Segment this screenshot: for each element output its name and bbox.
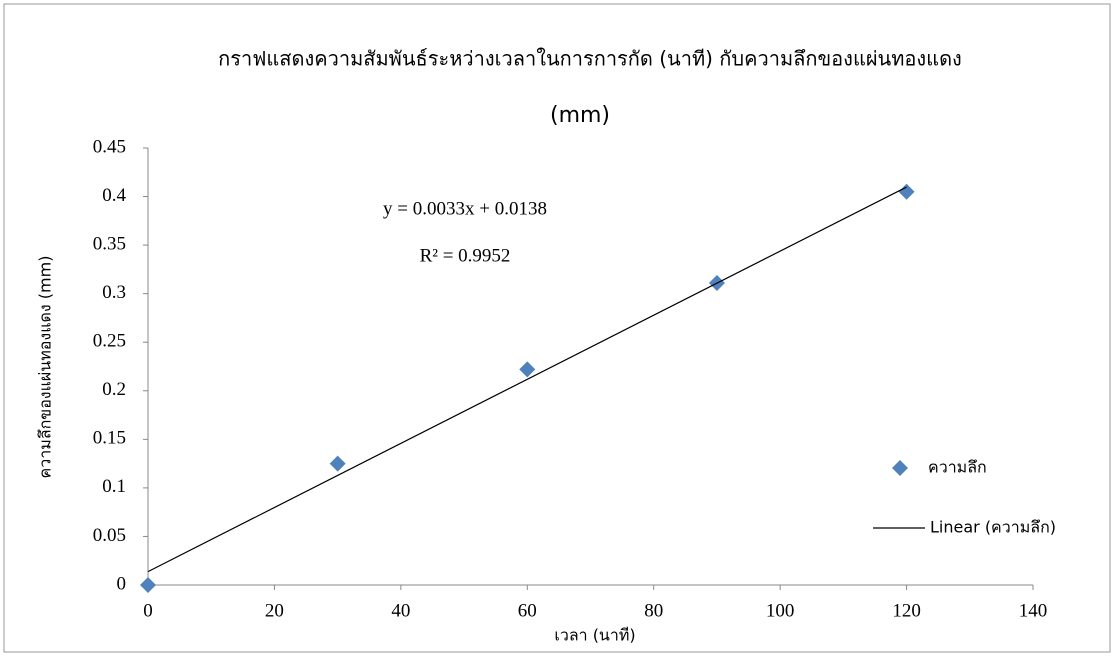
annotation: y = 0.0033x + 0.0138 xyxy=(383,198,547,219)
y-tick-label: 0.45 xyxy=(93,136,126,157)
y-tick-label: 0 xyxy=(117,573,127,594)
x-tick-label: 60 xyxy=(518,600,537,621)
y-tick-label: 0.3 xyxy=(102,282,126,303)
chart-border xyxy=(3,3,1111,653)
y-axis-label: ความลึกของแผ่นทองแดง (mm) xyxy=(36,256,55,479)
x-tick-label: 140 xyxy=(1019,600,1048,621)
x-tick-label: 80 xyxy=(644,600,663,621)
y-tick-label: 0.25 xyxy=(93,331,126,352)
point xyxy=(519,361,536,378)
x-tick-label: 120 xyxy=(892,600,921,621)
y-tick-label: 0.2 xyxy=(102,379,126,400)
x-tick-label: 0 xyxy=(143,600,153,621)
x-tick-label: 20 xyxy=(265,600,284,621)
x-axis-label: เวลา (นาที) xyxy=(554,626,635,645)
y-tick-label: 0.1 xyxy=(102,476,126,497)
legend-label: ความลึก xyxy=(928,458,987,477)
point xyxy=(898,183,915,200)
point xyxy=(140,577,156,593)
trendline xyxy=(147,186,907,573)
annotation: R² = 0.9952 xyxy=(420,245,511,266)
y-tick-label: 0.35 xyxy=(93,233,126,254)
point xyxy=(329,455,346,472)
y-tick-label: 0.15 xyxy=(93,428,126,449)
chart-title: (mm) xyxy=(550,103,610,128)
y-tick-label: 0.4 xyxy=(102,185,126,206)
legend-label: Linear (ความลึก) xyxy=(930,518,1056,537)
x-tick-label: 40 xyxy=(391,600,410,621)
chart-title: กราฟแสดงความสัมพันธ์ระหว่างเวลาในการการก… xyxy=(218,47,962,71)
legend-marker xyxy=(892,460,908,476)
x-tick-label: 100 xyxy=(766,600,795,621)
y-tick-label: 0.05 xyxy=(93,525,126,546)
